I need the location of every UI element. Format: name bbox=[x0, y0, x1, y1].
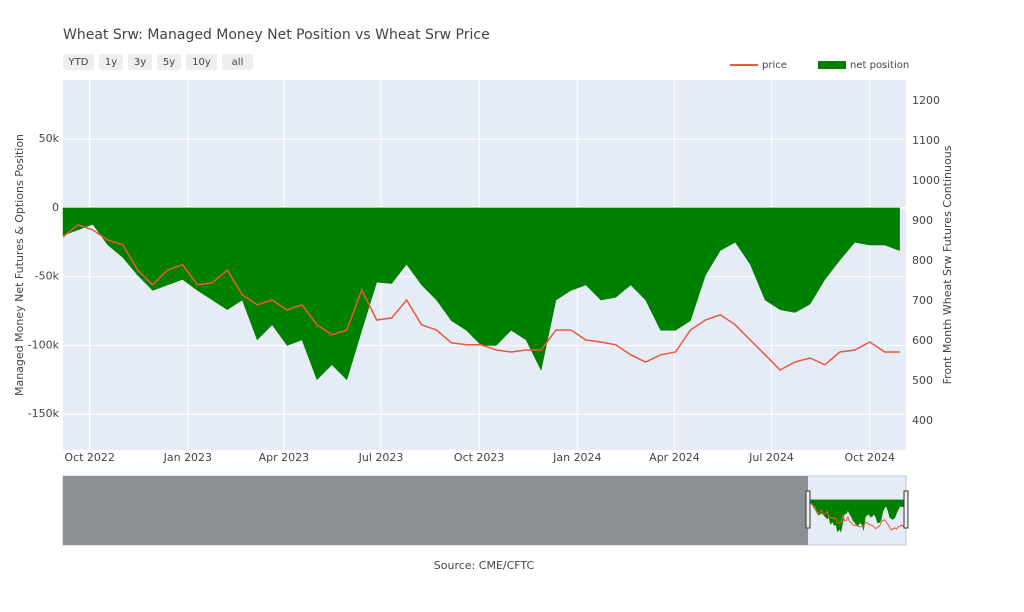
slider-line bbox=[807, 502, 906, 531]
y2-tick-label: 600 bbox=[912, 334, 933, 347]
range-button-label: 3y bbox=[134, 57, 146, 68]
range-button-label: 10y bbox=[192, 57, 211, 68]
range-button[interactable] bbox=[99, 54, 123, 70]
x-tick-label: Apr 2023 bbox=[259, 451, 310, 464]
legend-label: price bbox=[762, 60, 787, 71]
x-tick-label: Jan 2024 bbox=[552, 451, 601, 464]
y2-axis-title: Front Month Wheat Srw Futures Continuous bbox=[941, 145, 954, 384]
y-tick-label: -150k bbox=[28, 407, 60, 420]
range-button[interactable] bbox=[63, 54, 94, 70]
x-tick-label: Apr 2024 bbox=[649, 451, 700, 464]
slider-history bbox=[63, 476, 808, 545]
net-position-area bbox=[62, 207, 900, 381]
range-button-label: 1y bbox=[105, 57, 117, 68]
y2-tick-label: 1000 bbox=[912, 174, 940, 187]
y2-tick-label: 700 bbox=[912, 294, 933, 307]
range-button-label: YTD bbox=[68, 57, 89, 68]
slider-handle-right[interactable] bbox=[903, 490, 909, 529]
chart-layer: Oct 2022 Jan 2023 Apr 2023 Jul 2023 Oct 2023… bbox=[28, 54, 940, 546]
y-axis-title: Managed Money Net Futures & Options Posi… bbox=[13, 134, 26, 396]
y2-tick-label: 1100 bbox=[912, 134, 940, 147]
y-tick-label: -100k bbox=[28, 338, 60, 351]
y2-tick-label: 400 bbox=[912, 414, 933, 427]
range-button[interactable] bbox=[222, 54, 253, 70]
y2-tick-label: 500 bbox=[912, 374, 933, 387]
chart-title: Wheat Srw: Managed Money Net Position vs… bbox=[63, 27, 490, 43]
y-tick-label: 0 bbox=[52, 201, 59, 214]
legend-label: net position bbox=[850, 60, 909, 71]
range-button-label: 5y bbox=[163, 57, 175, 68]
y2-tick-label: 800 bbox=[912, 254, 933, 267]
range-button-label: all bbox=[232, 57, 244, 68]
range-button[interactable] bbox=[128, 54, 152, 70]
range-button[interactable] bbox=[157, 54, 181, 70]
y-tick-label: 50k bbox=[39, 132, 60, 145]
legend-swatch bbox=[818, 61, 846, 69]
y2-tick-label: 1200 bbox=[912, 94, 940, 107]
source-note: Source: CME/CFTC bbox=[434, 559, 535, 572]
x-tick-label: Oct 2023 bbox=[454, 451, 505, 464]
x-tick-label: Jan 2023 bbox=[163, 451, 212, 464]
y-tick-label: -50k bbox=[35, 270, 60, 283]
slider-handle-left[interactable] bbox=[805, 490, 811, 529]
y2-tick-label: 900 bbox=[912, 214, 933, 227]
x-tick-label: Oct 2024 bbox=[844, 451, 895, 464]
price-line bbox=[62, 223, 900, 371]
x-tick-label: Jul 2023 bbox=[358, 451, 404, 464]
range-button[interactable] bbox=[186, 54, 217, 70]
x-tick-label: Oct 2022 bbox=[64, 451, 115, 464]
x-tick-label: Jul 2024 bbox=[748, 451, 794, 464]
